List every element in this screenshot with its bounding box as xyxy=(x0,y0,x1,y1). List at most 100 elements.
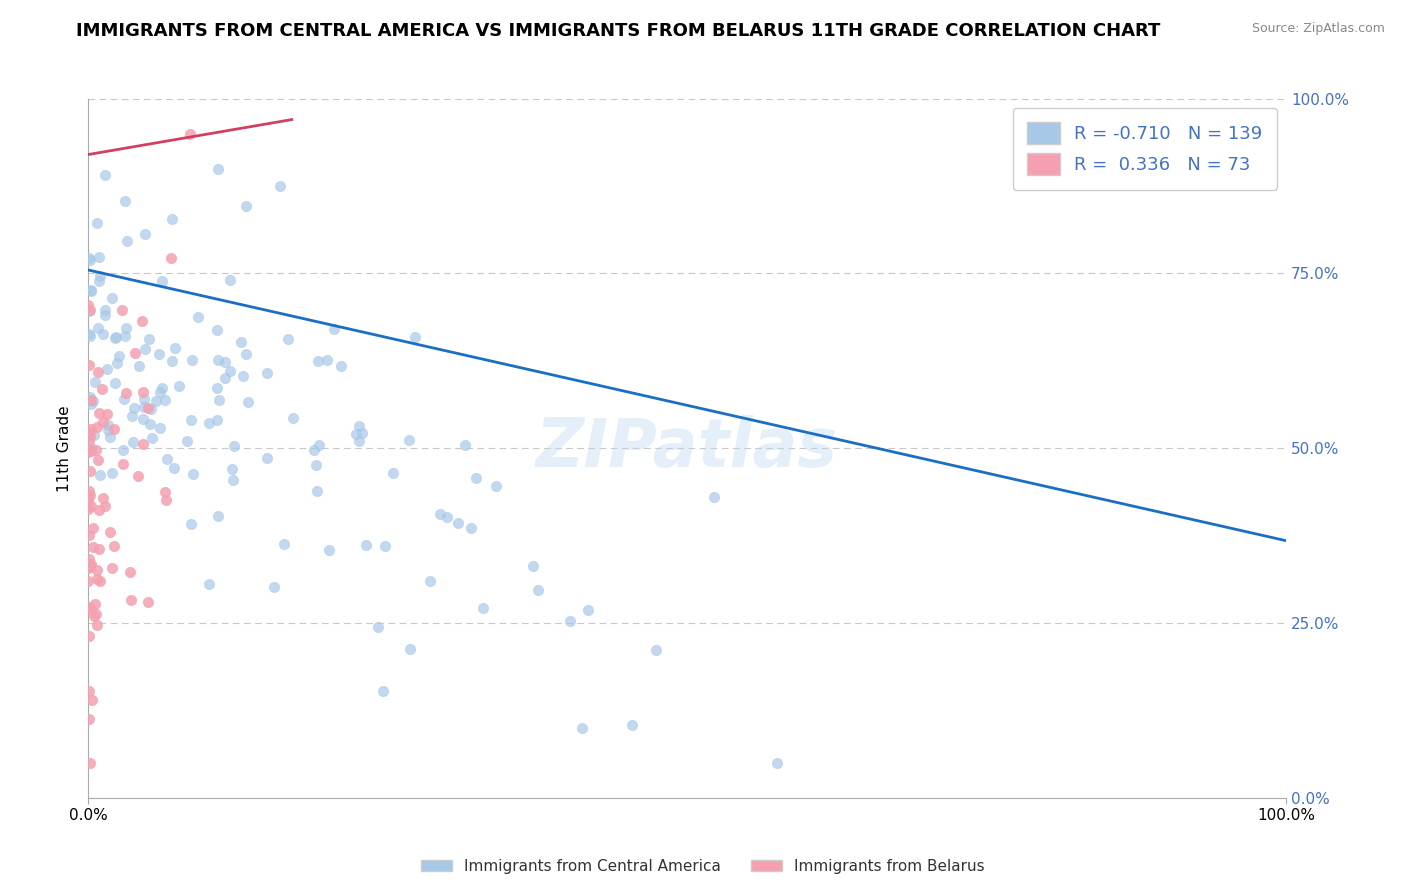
Point xyxy=(96,362,118,376)
Point xyxy=(100,525,122,540)
Point xyxy=(205,381,228,395)
Point xyxy=(115,234,138,248)
Point xyxy=(308,438,330,452)
Point xyxy=(89,503,111,517)
Point xyxy=(121,409,143,423)
Point xyxy=(134,392,156,406)
Point xyxy=(80,285,103,299)
Point xyxy=(77,493,100,508)
Point xyxy=(404,330,426,344)
Point xyxy=(77,551,100,566)
Point xyxy=(91,416,114,430)
Point xyxy=(124,401,146,415)
Point xyxy=(79,488,101,502)
Point xyxy=(256,451,278,466)
Point xyxy=(207,413,229,427)
Point xyxy=(77,358,100,372)
Point xyxy=(86,572,108,586)
Point xyxy=(139,401,162,416)
Point xyxy=(80,283,103,297)
Point xyxy=(347,418,370,433)
Point xyxy=(79,303,101,318)
Point xyxy=(79,329,101,343)
Point xyxy=(436,510,458,524)
Point xyxy=(86,419,108,434)
Point xyxy=(207,353,229,368)
Point xyxy=(398,434,420,448)
Point xyxy=(352,426,374,441)
Point xyxy=(80,558,103,572)
Point xyxy=(91,327,114,342)
Point xyxy=(80,392,103,407)
Point xyxy=(214,371,236,385)
Point xyxy=(460,521,482,535)
Point xyxy=(703,490,725,504)
Point xyxy=(160,211,183,226)
Point xyxy=(305,458,328,473)
Point xyxy=(139,417,162,431)
Point xyxy=(160,353,183,368)
Point xyxy=(77,484,100,499)
Point xyxy=(132,400,155,414)
Point xyxy=(183,467,205,481)
Point xyxy=(149,384,172,399)
Point xyxy=(112,443,135,458)
Point xyxy=(163,461,186,475)
Point xyxy=(98,430,121,444)
Point xyxy=(207,161,229,176)
Point xyxy=(179,127,201,141)
Point xyxy=(453,438,475,452)
Point xyxy=(165,341,187,355)
Point xyxy=(128,359,150,374)
Point xyxy=(208,393,231,408)
Point xyxy=(79,253,101,268)
Point xyxy=(114,329,136,343)
Point xyxy=(153,392,176,407)
Point xyxy=(198,416,221,430)
Point xyxy=(80,422,103,436)
Point xyxy=(87,453,110,467)
Point xyxy=(277,332,299,346)
Point xyxy=(105,330,128,344)
Point xyxy=(77,425,100,439)
Point xyxy=(465,471,488,485)
Point xyxy=(235,346,257,360)
Point xyxy=(105,356,128,370)
Point xyxy=(77,600,100,615)
Point xyxy=(222,474,245,488)
Point xyxy=(80,444,103,458)
Point xyxy=(115,321,138,335)
Point xyxy=(374,539,396,553)
Legend: R = -0.710   N = 139, R =  0.336   N = 73: R = -0.710 N = 139, R = 0.336 N = 73 xyxy=(1012,108,1277,190)
Point xyxy=(104,376,127,390)
Point xyxy=(112,457,135,471)
Point xyxy=(344,427,367,442)
Point xyxy=(263,580,285,594)
Point xyxy=(79,558,101,573)
Point xyxy=(136,401,159,416)
Point xyxy=(367,620,389,634)
Point xyxy=(101,466,124,480)
Point xyxy=(302,442,325,457)
Point xyxy=(322,322,344,336)
Point xyxy=(124,346,146,360)
Point xyxy=(96,407,118,421)
Point xyxy=(316,353,339,368)
Point xyxy=(77,574,100,588)
Point xyxy=(111,302,134,317)
Point xyxy=(149,421,172,435)
Point xyxy=(118,566,141,580)
Point xyxy=(84,443,107,458)
Point xyxy=(77,327,100,342)
Point xyxy=(155,484,177,499)
Point xyxy=(101,291,124,305)
Point xyxy=(150,274,173,288)
Point xyxy=(381,467,404,481)
Point xyxy=(429,508,451,522)
Point xyxy=(97,424,120,438)
Point xyxy=(89,268,111,283)
Point xyxy=(218,273,240,287)
Point xyxy=(87,320,110,334)
Point xyxy=(281,410,304,425)
Point xyxy=(97,417,120,432)
